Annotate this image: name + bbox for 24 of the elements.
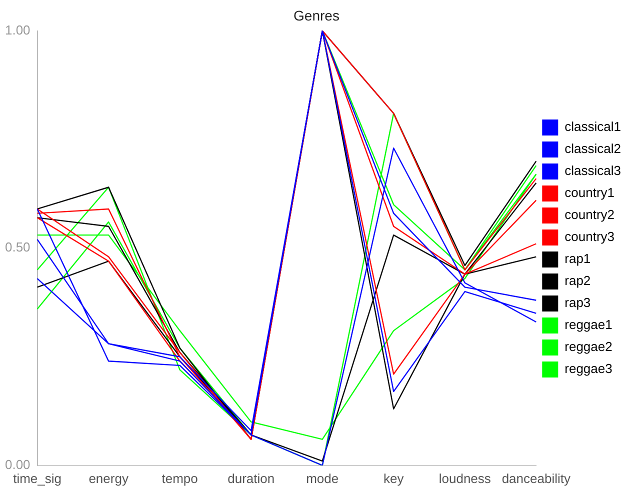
y-tick-label: 0.00 [4, 456, 30, 472]
y-tick-label: 0.50 [4, 240, 30, 255]
legend-label: classical3 [564, 163, 622, 178]
x-tick-label: energy [88, 470, 129, 486]
x-tick-label: time_sig [13, 470, 62, 486]
legend-label: classical2 [564, 141, 622, 156]
legend-label: reggae1 [564, 317, 612, 332]
legend-label: reggae3 [564, 361, 612, 376]
x-tick-label: loudness [438, 470, 492, 486]
legend-label: rap1 [564, 251, 591, 266]
x-tick-label: duration [228, 470, 275, 486]
x-tick-label: danceability [502, 470, 571, 486]
legend-label: country3 [564, 229, 615, 244]
legend-label: country2 [564, 207, 615, 222]
legend-label: rap3 [564, 295, 591, 310]
chart-title: Genres [294, 7, 340, 24]
x-tick-label: mode [306, 470, 339, 486]
x-tick-label: tempo [162, 470, 198, 486]
y-tick-label: 1.00 [4, 22, 30, 38]
legend-label: classical1 [564, 119, 622, 134]
legend-label: reggae2 [564, 339, 612, 354]
legend-label: country1 [564, 185, 615, 200]
x-tick-label: key [384, 470, 404, 486]
legend-label: rap2 [564, 273, 591, 288]
